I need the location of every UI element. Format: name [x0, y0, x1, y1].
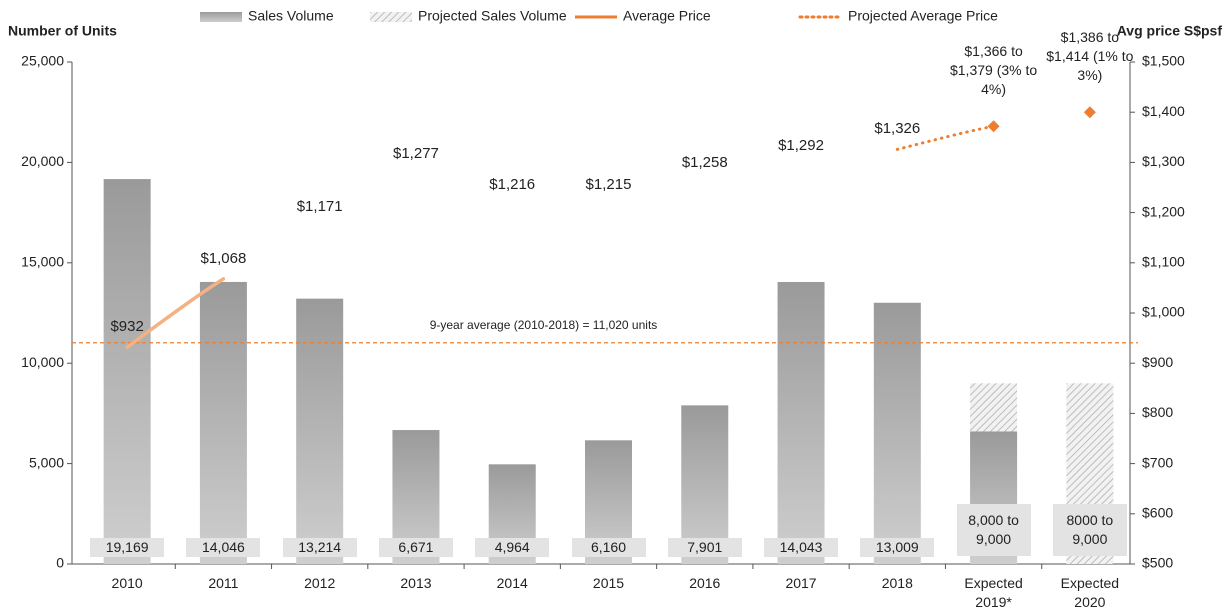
x-tick-label: 2017	[785, 575, 817, 591]
x-tick-label: 2018	[881, 575, 913, 591]
y-tick-label: 25,000	[21, 53, 64, 69]
y-tick-label: 15,000	[21, 254, 64, 270]
bar-value-label: 4,964	[475, 538, 550, 557]
legend-label: Projected Sales Volume	[418, 8, 567, 24]
y2-tick-label: $1,500	[1142, 53, 1185, 69]
price-label: $1,292	[778, 137, 824, 155]
bar-value-label: 6,671	[378, 538, 453, 557]
y2-tick-label: $1,300	[1142, 153, 1185, 169]
price-label: $932	[110, 318, 144, 336]
legend-swatch	[200, 12, 242, 22]
x-tick-label: 2015	[592, 575, 625, 591]
bar-value-label: 19,169	[90, 538, 165, 557]
y-tick-label: 10,000	[21, 354, 64, 370]
y2-tick-label: $1,200	[1142, 203, 1185, 219]
projected-price-label: $1,366 to $1,379 (3% to 4%)	[949, 43, 1038, 98]
bar	[199, 281, 247, 564]
projected-price-label: $1,386 to $1,414 (1% to 3%)	[1046, 29, 1134, 84]
bar-value-label: 14,046	[186, 538, 261, 557]
bar-range-label: 8,000 to 9,000	[956, 504, 1031, 556]
bar-value-label: 6,160	[571, 538, 646, 557]
legend-swatch	[370, 12, 412, 22]
y-axis-label: Number of Units	[8, 23, 117, 39]
price-label: $1,068	[200, 249, 247, 267]
price-label: $1,326	[874, 120, 921, 138]
reference-label: 9-year average (2010-2018) = 11,020 unit…	[430, 318, 658, 332]
bar	[296, 298, 344, 564]
y2-tick-label: $1,000	[1142, 304, 1185, 320]
price-line	[125, 277, 226, 349]
bar-range-label: 8000 to 9,000	[1052, 504, 1127, 556]
projected-point	[987, 120, 1000, 133]
bar-value-label: 13,214	[282, 538, 357, 557]
projected-price-line	[895, 124, 996, 151]
y2-tick-label: $800	[1142, 404, 1173, 420]
price-label: $1,277	[393, 144, 439, 162]
bar-value-label: 13,009	[860, 538, 935, 557]
bar	[681, 405, 729, 564]
legend-label: Projected Average Price	[848, 8, 998, 24]
y-tick-label: 0	[56, 555, 64, 571]
y2-tick-label: $1,100	[1142, 254, 1185, 270]
x-tick-label: 2016	[689, 575, 721, 591]
price-label: $1,258	[681, 154, 728, 172]
y-tick-label: 5,000	[29, 454, 64, 470]
x-tick-label: 2010	[111, 575, 143, 591]
y2-tick-label: $900	[1142, 354, 1173, 370]
legend-label: Average Price	[623, 8, 711, 24]
y2-tick-label: $600	[1142, 505, 1173, 521]
projected-point	[1083, 106, 1096, 119]
price-label: $1,216	[489, 175, 536, 193]
y-tick-label: 20,000	[21, 153, 64, 169]
x-tick-label: 2013	[400, 575, 432, 591]
bar-value-label: 14,043	[764, 538, 839, 557]
price-label: $1,171	[296, 198, 343, 216]
y2-axis-label: Avg price S$psf	[1117, 23, 1223, 39]
y2-tick-label: $500	[1142, 555, 1173, 571]
x-tick-label: Expected 2019*	[964, 575, 1023, 610]
x-tick-label: Expected 2020	[1060, 575, 1120, 610]
bar	[873, 302, 921, 564]
bar-value-label: 7,901	[667, 538, 742, 557]
y2-tick-label: $1,400	[1142, 103, 1185, 119]
x-tick-label: 2014	[496, 575, 528, 591]
legend-label: Sales Volume	[248, 8, 334, 24]
x-tick-label: 2011	[208, 575, 239, 591]
price-label: $1,215	[585, 176, 632, 194]
bar	[777, 282, 825, 564]
bar	[103, 179, 151, 564]
x-tick-label: 2012	[304, 575, 336, 591]
y2-tick-label: $700	[1142, 454, 1173, 470]
